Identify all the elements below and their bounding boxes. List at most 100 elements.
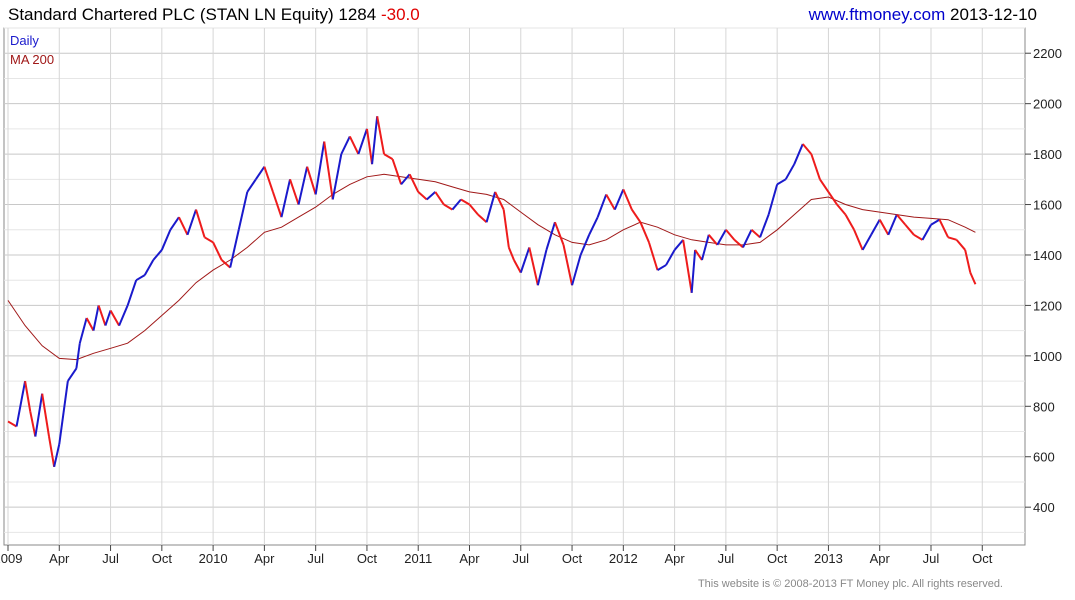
daily-price-segment <box>519 247 531 273</box>
daily-price-segment <box>58 380 69 445</box>
y-tick-label: 2200 <box>1033 46 1062 61</box>
y-tick-label: 600 <box>1033 450 1055 465</box>
daily-price-segment <box>340 136 351 155</box>
daily-price-segment <box>331 153 343 200</box>
daily-price-segment <box>85 317 95 332</box>
x-tick-label: Oct <box>972 551 993 566</box>
daily-price-segment <box>759 214 770 238</box>
security-name: Standard Chartered PLC (STAN LN Equity) <box>8 5 334 24</box>
daily-price-segment <box>348 136 360 155</box>
x-tick-label: Apr <box>49 551 70 566</box>
daily-price-segment <box>588 216 599 236</box>
x-tick-label: Oct <box>152 551 173 566</box>
daily-price-segment <box>212 241 223 261</box>
daily-price-segment <box>938 219 949 238</box>
daily-price-segment <box>323 141 334 200</box>
chart-header: Standard Chartered PLC (STAN LN Equity) … <box>0 0 1075 30</box>
daily-price-segment <box>613 189 625 210</box>
x-tick-label: 2013 <box>814 551 843 566</box>
daily-price-segment <box>371 116 379 165</box>
daily-price-segment <box>468 203 479 216</box>
daily-price-segment <box>434 191 445 206</box>
daily-price-segment <box>536 249 548 286</box>
copyright-footer: This website is © 2008-2013 FT Money plc… <box>697 578 1003 590</box>
daily-price-segment <box>896 213 907 226</box>
daily-price-segment <box>716 229 727 246</box>
daily-price-segment <box>118 305 129 326</box>
daily-price-segment <box>947 236 957 241</box>
daily-price-segment <box>861 234 873 251</box>
daily-price-segment <box>793 143 804 165</box>
daily-price-segment <box>426 191 436 201</box>
daily-price-segment <box>109 309 120 327</box>
x-tick-label: 2012 <box>609 551 638 566</box>
daily-price-segment <box>579 234 591 256</box>
daily-price-segment <box>694 249 703 261</box>
daily-price-segment <box>365 128 374 165</box>
x-tick-label: 2009 <box>0 551 22 566</box>
daily-price-segment <box>776 178 787 186</box>
site-link[interactable]: www.ftmoney.com <box>808 5 946 24</box>
daily-price-segment <box>853 229 864 251</box>
daily-price-segment <box>964 249 972 273</box>
daily-price-segment <box>220 259 231 269</box>
legend-daily: Daily <box>10 33 39 48</box>
daily-price-segment <box>622 189 633 210</box>
daily-price-segment <box>955 239 966 251</box>
daily-price-segment <box>596 194 608 218</box>
daily-price-segment <box>913 233 923 241</box>
daily-price-segment <box>400 173 411 186</box>
daily-price-segment <box>502 209 510 248</box>
x-tick-label: 2010 <box>199 551 228 566</box>
y-tick-label: 1800 <box>1033 147 1062 162</box>
x-tick-label: Oct <box>562 551 583 566</box>
daily-price-segment <box>460 198 471 206</box>
daily-price-segment <box>314 141 326 195</box>
daily-price-segment <box>229 229 240 268</box>
daily-price-segment <box>237 191 249 230</box>
x-tick-label: Jul <box>102 551 119 566</box>
chart-date: 2013-12-10 <box>950 5 1037 24</box>
daily-price-segment <box>408 173 420 193</box>
y-tick-label: 1200 <box>1033 298 1062 313</box>
daily-price-segment <box>160 229 172 251</box>
daily-price-segment <box>53 443 61 468</box>
daily-price-segment <box>665 249 676 266</box>
daily-price-segment <box>969 272 977 285</box>
daily-price-segment <box>391 158 403 185</box>
daily-price-segment <box>255 166 266 180</box>
daily-price-segment <box>700 234 710 261</box>
daily-price-segment <box>870 219 881 236</box>
daily-price-segment <box>725 229 736 241</box>
daily-price-segment <box>878 219 890 236</box>
x-tick-label: Apr <box>870 551 891 566</box>
ma200-line <box>7 173 976 361</box>
daily-price-segment <box>152 249 163 261</box>
daily-price-segment <box>246 178 257 193</box>
daily-price-segment <box>271 191 283 218</box>
daily-price-segment <box>844 214 855 231</box>
daily-price-segment <box>605 193 616 211</box>
daily-price-segment <box>554 221 565 246</box>
daily-price-segment <box>921 224 932 241</box>
daily-price-segment <box>97 305 107 326</box>
daily-price-segment <box>280 179 292 218</box>
daily-price-segment <box>810 153 821 180</box>
daily-price-segment <box>48 436 56 467</box>
x-tick-label: Jul <box>718 551 735 566</box>
daily-price-segment <box>7 420 18 428</box>
daily-price-segment <box>143 259 155 276</box>
y-tick-label: 1600 <box>1033 198 1062 213</box>
daily-price-segment <box>631 209 642 223</box>
daily-price-segment <box>930 218 941 226</box>
daily-price-segment <box>451 198 462 211</box>
daily-price-segment <box>289 178 300 205</box>
daily-price-segment <box>477 213 488 223</box>
daily-price-segment <box>186 209 197 236</box>
daily-price-segment <box>357 128 368 155</box>
daily-price-segment <box>126 279 138 306</box>
daily-price-segment <box>742 229 753 248</box>
daily-price-segment <box>657 264 667 271</box>
daily-price-segment <box>767 184 779 215</box>
daily-price-segment <box>75 343 81 369</box>
